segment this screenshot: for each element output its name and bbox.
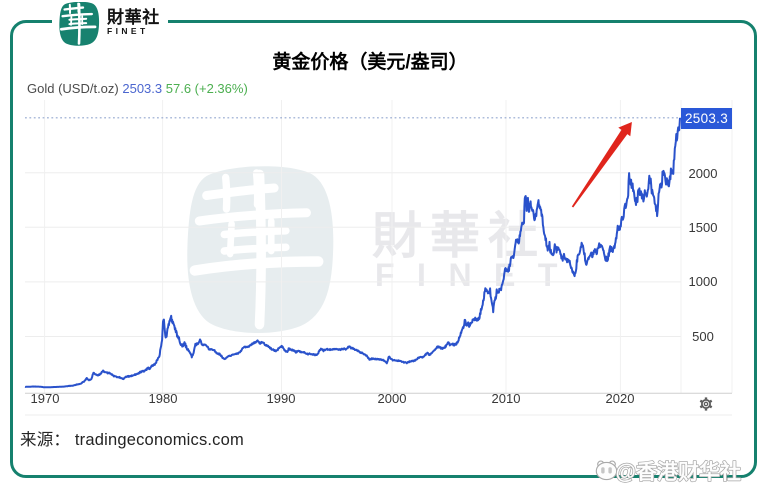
svg-text:@香港财华社: @香港财华社 bbox=[616, 460, 741, 484]
svg-text:財華社: 財華社 bbox=[372, 208, 546, 264]
svg-text:FINET: FINET bbox=[375, 257, 580, 293]
